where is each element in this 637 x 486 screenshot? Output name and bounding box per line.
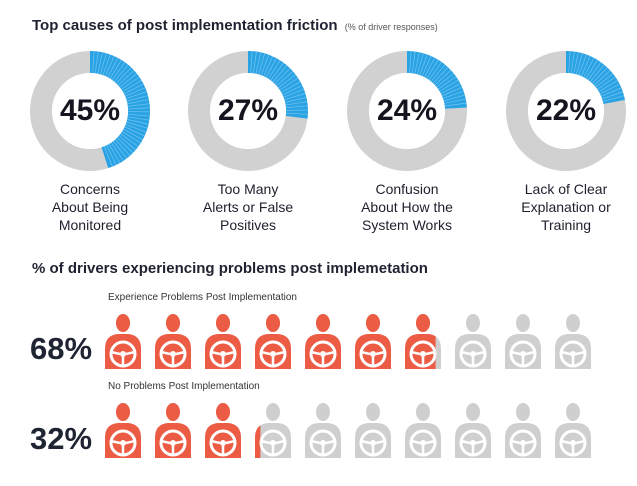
donut-4: 22% xyxy=(505,50,627,172)
donut-1: 45% xyxy=(29,50,151,172)
driver-icon xyxy=(405,314,441,369)
donut-3: 24% xyxy=(346,50,468,172)
donut-hole xyxy=(52,73,128,149)
driver-icon xyxy=(205,403,241,458)
driver-icon xyxy=(105,314,141,369)
driver-icon xyxy=(555,403,591,458)
donut-hole xyxy=(210,73,286,149)
donut-caption: Confusion About How the System Works xyxy=(361,181,453,233)
donut-value-arc xyxy=(30,51,150,171)
donut-arc-texture xyxy=(409,51,467,107)
pictogram-row-label: No Problems Post Implementation xyxy=(108,381,260,392)
friction-chart-title-text: Top causes of post implementation fricti… xyxy=(32,17,338,34)
driver-icon xyxy=(255,403,291,458)
driver-icon xyxy=(255,314,291,369)
pictogram-row-percent: 68% xyxy=(30,331,93,366)
donut-svg xyxy=(188,51,308,171)
donut-caption: Lack of Clear Explanation or Training xyxy=(521,181,611,233)
driver-icon xyxy=(405,403,441,458)
donut-caption: Concerns About Being Monitored xyxy=(51,181,129,233)
pictogram-row-icons xyxy=(105,403,591,458)
donut-arc-texture xyxy=(568,51,625,102)
driver-icon xyxy=(205,314,241,369)
driver-icon xyxy=(305,403,341,458)
donut-percent-label: 22% xyxy=(535,94,597,127)
pictogram-row-percent: 32% xyxy=(30,421,93,456)
donut-caption: Too Many Alerts or False Positives xyxy=(202,181,294,233)
donut-hole xyxy=(369,73,445,149)
pictogram-row-icons xyxy=(105,314,591,369)
driver-icon xyxy=(505,314,541,369)
donut-value-arc xyxy=(506,51,626,171)
problems-chart-title: % of drivers experiencing problems post … xyxy=(32,260,428,277)
driver-icon xyxy=(105,403,141,458)
donut-2: 27% xyxy=(187,50,309,172)
donut-percent-label: 27% xyxy=(217,94,279,127)
driver-icon xyxy=(305,314,341,369)
driver-icon xyxy=(455,314,491,369)
driver-icon xyxy=(355,314,391,369)
driver-icon xyxy=(355,403,391,458)
donut-arc-texture xyxy=(92,51,150,167)
donut-percent-label: 45% xyxy=(59,94,121,127)
pictogram-row-label: Experience Problems Post Implementation xyxy=(108,292,297,303)
driver-icon xyxy=(555,314,591,369)
friction-chart-subtitle: (% of driver responses) xyxy=(344,22,438,32)
driver-icon xyxy=(455,403,491,458)
donut-svg xyxy=(506,51,626,171)
driver-icon xyxy=(155,403,191,458)
donut-value-arc xyxy=(188,51,308,171)
driver-icon xyxy=(155,314,191,369)
donut-svg xyxy=(30,51,150,171)
donut-arc-texture xyxy=(250,51,308,115)
friction-chart-title: Top causes of post implementation fricti… xyxy=(32,17,438,34)
driver-icon xyxy=(505,403,541,458)
donut-percent-label: 24% xyxy=(376,94,438,127)
donut-svg xyxy=(347,51,467,171)
donut-value-arc xyxy=(347,51,467,171)
donut-hole xyxy=(528,73,604,149)
